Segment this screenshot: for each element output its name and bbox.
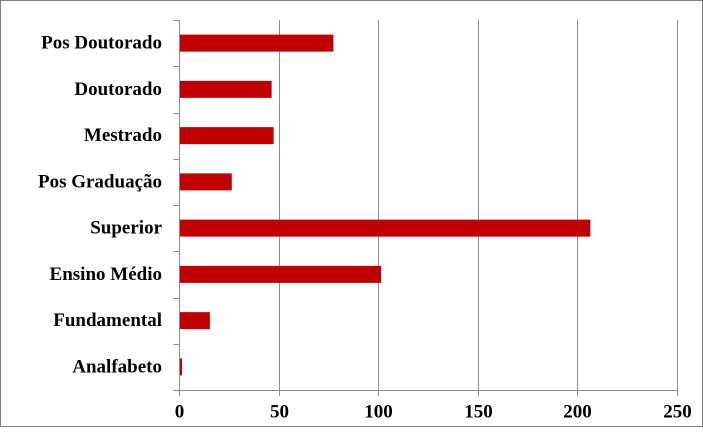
- x-tick-label-1: 50: [270, 402, 289, 423]
- bar-7: [180, 358, 182, 376]
- bar-6: [180, 312, 210, 330]
- category-label-1: Doutorado: [74, 79, 162, 100]
- bar-2: [180, 127, 274, 145]
- bar-0: [180, 34, 334, 52]
- category-label-3: Pos Graduação: [38, 171, 162, 192]
- category-labels: Pos Doutorado Doutorado Mestrado Pos Gradua…: [38, 33, 163, 378]
- axes: [173, 20, 678, 396]
- bar-3: [180, 173, 232, 191]
- x-tick-label-4: 200: [563, 402, 592, 423]
- category-label-0: Pos Doutorado: [41, 33, 162, 54]
- x-tick-labels: 0 50 100 150 200 250: [175, 402, 692, 423]
- category-label-7: Analfabeto: [72, 356, 162, 377]
- x-tick-label-3: 150: [464, 402, 493, 423]
- x-tick-label-0: 0: [175, 402, 185, 423]
- category-label-5: Ensino Médio: [50, 264, 162, 285]
- bar-5: [180, 265, 382, 283]
- category-label-6: Fundamental: [53, 310, 162, 331]
- bars: [180, 34, 591, 376]
- bar-1: [180, 80, 272, 98]
- x-tick-label-2: 100: [364, 402, 393, 423]
- bar-4: [180, 219, 591, 237]
- gridlines: [279, 20, 678, 390]
- category-label-4: Superior: [90, 218, 162, 239]
- category-label-2: Mestrado: [84, 125, 162, 146]
- x-tick-label-5: 250: [663, 402, 692, 423]
